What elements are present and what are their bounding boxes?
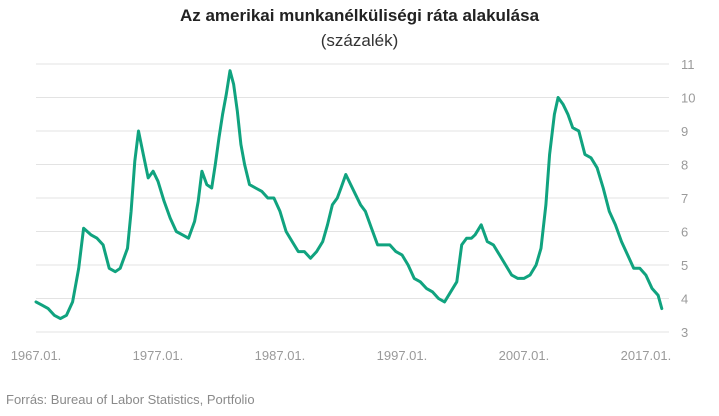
y-tick-label: 7 bbox=[681, 191, 688, 206]
y-tick-label: 11 bbox=[681, 57, 695, 72]
x-tick-label: 1977.01. bbox=[133, 348, 184, 363]
y-tick-label: 10 bbox=[681, 91, 695, 106]
x-axis-ticks: 1967.01. 1977.01. 1987.01. 1997.01. 2007.01.… bbox=[11, 348, 672, 363]
y-tick-label: 6 bbox=[681, 225, 688, 240]
series-group bbox=[34, 69, 664, 321]
x-tick-label: 2007.01. bbox=[499, 348, 550, 363]
series-line bbox=[34, 69, 664, 321]
y-axis-ticks: 3 4 5 6 7 8 9 10 11 bbox=[681, 57, 695, 340]
y-tick-label: 9 bbox=[681, 124, 688, 139]
chart-subtitle: (százalék) bbox=[320, 31, 399, 50]
chart-title: Az amerikai munkanélküliségi ráta alakul… bbox=[179, 6, 540, 25]
x-tick-label: 1987.01. bbox=[255, 348, 306, 363]
y-tick-label: 5 bbox=[681, 258, 688, 273]
y-tick-label: 4 bbox=[681, 292, 688, 307]
x-tick-label: 1997.01. bbox=[377, 348, 428, 363]
source-note: Forrás: Bureau of Labor Statistics, Port… bbox=[6, 392, 255, 407]
y-tick-label: 8 bbox=[681, 158, 688, 173]
x-tick-label: 1967.01. bbox=[11, 348, 62, 363]
grid-lines bbox=[36, 63, 669, 333]
x-tick-label: 2017.01. bbox=[621, 348, 672, 363]
y-tick-label: 3 bbox=[681, 325, 688, 340]
